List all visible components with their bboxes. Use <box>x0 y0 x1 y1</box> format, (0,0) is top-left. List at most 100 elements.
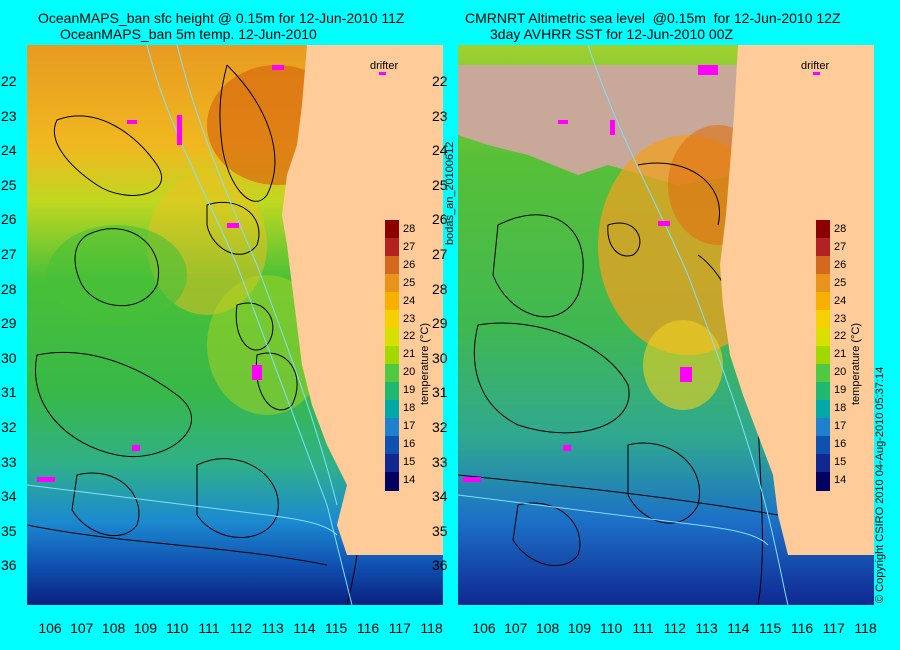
colorbar-swatch <box>385 346 399 365</box>
lon-tick-label: 113 <box>695 620 718 636</box>
lat-tick-label: 36 <box>1 557 17 574</box>
colorbar-tick-label: 17 <box>834 419 847 432</box>
lat-tick-label: 32 <box>432 419 448 435</box>
colorbar-tick-label: 26 <box>403 258 416 271</box>
drifter <box>177 115 182 145</box>
lon-tick-label: 106 <box>472 620 496 636</box>
lat-tick-label: 31 <box>432 384 448 401</box>
lat-tick-label: 26 <box>432 211 448 228</box>
lat-tick-label: 25 <box>432 176 448 193</box>
lat-tick-label: 28 <box>1 280 17 297</box>
colorbar-tick-label: 17 <box>403 419 416 432</box>
colorbar-tick-label: 14 <box>834 473 847 486</box>
colorbar-tick-label: 21 <box>834 348 847 361</box>
lat-tick-label: 33 <box>1 453 17 470</box>
colorbar-tick-label: 18 <box>403 402 416 414</box>
drifter-label-right: drifter <box>801 60 830 72</box>
lon-tick-label: 114 <box>727 620 750 636</box>
lon-tick-label: 115 <box>759 620 782 636</box>
colorbar-tick-label: 22 <box>403 330 416 343</box>
lon-tick-label: 110 <box>166 620 189 636</box>
drifter <box>37 477 55 482</box>
drifter <box>610 120 615 135</box>
land <box>282 45 443 555</box>
lon-tick-label: 116 <box>356 620 380 636</box>
lat-tick-label: 23 <box>1 107 17 124</box>
lat-tick-label: 23 <box>432 107 448 124</box>
colorbar-tick-label: 16 <box>403 437 416 450</box>
colorbar-swatch <box>816 418 830 437</box>
left-title-line1: OceanMAPS_ban sfc height @ 0.15m for 12-… <box>38 10 405 26</box>
land <box>720 45 874 555</box>
colorbar-swatch <box>385 400 399 419</box>
drifter <box>127 120 137 124</box>
lat-tick-label: 34 <box>432 488 448 505</box>
drifter <box>463 477 481 482</box>
lat-tick-label: 29 <box>432 315 448 332</box>
lat-tick-label: 33 <box>432 453 448 470</box>
lat-tick-label: 36 <box>432 557 448 574</box>
lon-tick-label: 110 <box>600 620 623 636</box>
colorbar-swatch <box>816 382 830 401</box>
colorbar-swatch <box>385 454 399 473</box>
colorbar-swatch <box>816 400 830 419</box>
colorbar-tick-label: 15 <box>403 455 416 468</box>
colorbar-swatch <box>385 238 399 257</box>
colorbar-swatch <box>816 328 830 347</box>
colorbar-tick-label: 20 <box>834 366 847 379</box>
lon-tick-label: 118 <box>420 620 443 636</box>
drifter-label-left: drifter <box>370 60 399 72</box>
colorbar-swatch <box>816 436 830 455</box>
lat-tick-label: 25 <box>1 176 17 193</box>
colorbar-swatch <box>385 328 399 347</box>
colorbar-swatch <box>816 364 830 383</box>
lat-tick-label: 34 <box>1 488 17 505</box>
colorbar-tick-label: 28 <box>834 223 847 235</box>
lon-tick-label: 111 <box>198 620 220 636</box>
lon-tick-label: 114 <box>293 620 316 636</box>
green-patch <box>47 225 187 325</box>
drifter <box>813 72 820 75</box>
lat-tick-label: 35 <box>432 522 448 539</box>
lat-tick-label: 27 <box>432 246 448 262</box>
bathymetry-lines <box>458 45 789 605</box>
colorbar-tick-label: 27 <box>403 240 416 253</box>
lon-tick-label: 112 <box>229 620 252 636</box>
colorbar-tick-label: 19 <box>403 384 416 397</box>
drifter <box>379 72 386 75</box>
lat-tick-label: 27 <box>1 246 17 262</box>
colorbar-tick-label: 22 <box>834 330 847 343</box>
lon-tick-label: 108 <box>535 620 560 636</box>
colorbar-tick-label: 23 <box>403 312 416 325</box>
colorbar-swatch <box>816 274 830 293</box>
colorbar-swatch <box>816 220 830 239</box>
lat-tick-label: 31 <box>1 384 17 401</box>
colorbar-tick-label: 28 <box>403 223 416 235</box>
colorbar-swatch <box>385 256 399 275</box>
right-title-line1: CMRNRT Altimetric sea level @0.15m for 1… <box>465 10 841 26</box>
lat-tick-label: 29 <box>1 315 17 332</box>
lon-tick-label: 116 <box>790 620 814 636</box>
colorbar-title-right: temperature (°C) <box>850 322 862 405</box>
colorbar-swatch <box>385 274 399 293</box>
colorbar-tick-label: 27 <box>834 240 847 253</box>
lat-tick-label: 24 <box>432 142 448 159</box>
colorbar-tick-label: 18 <box>834 402 847 414</box>
drifter <box>227 223 239 228</box>
lat-tick-label: 26 <box>1 211 17 228</box>
drifter-tracks <box>37 65 386 482</box>
left-title-line2: OceanMAPS_ban 5m temp. 12-Jun-2010 <box>60 26 317 42</box>
right-map-svg <box>458 45 874 605</box>
colorbar-tick-label: 26 <box>834 258 847 271</box>
colorbar-swatch <box>385 292 399 311</box>
drifter <box>680 367 692 382</box>
colorbar-tick-label: 20 <box>403 366 416 379</box>
lat-tick-label: 30 <box>1 349 17 366</box>
drifter <box>132 445 140 451</box>
colorbar-tick-label: 23 <box>834 312 847 325</box>
colorbar-swatch <box>816 454 830 473</box>
colorbar-title-left: temperature (°C) <box>419 322 431 405</box>
lon-tick-label: 111 <box>632 620 654 636</box>
lat-tick-label: 28 <box>432 280 448 297</box>
lon-tick-label: 109 <box>567 620 592 636</box>
